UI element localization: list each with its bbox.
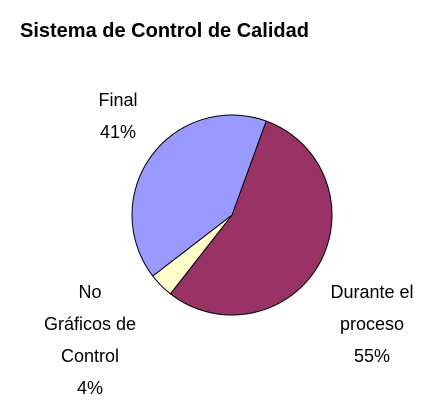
chart-title: Sistema de Control de Calidad	[20, 20, 309, 42]
pie-slice	[131, 114, 267, 277]
value-label: 4%	[76, 378, 104, 398]
slice-label: Durante el proceso 55%	[330, 276, 413, 372]
slice-label: Final 41%	[98, 84, 137, 148]
value-label: 41%	[99, 122, 137, 142]
category-label: No Gráficos de Control	[43, 282, 137, 366]
category-label: Durante el proceso	[330, 282, 414, 334]
slice-label: No Gráficos de Control 4%	[44, 276, 136, 404]
pie-slice	[169, 120, 333, 316]
category-label: Final	[98, 90, 138, 110]
value-label: 55%	[353, 346, 391, 366]
